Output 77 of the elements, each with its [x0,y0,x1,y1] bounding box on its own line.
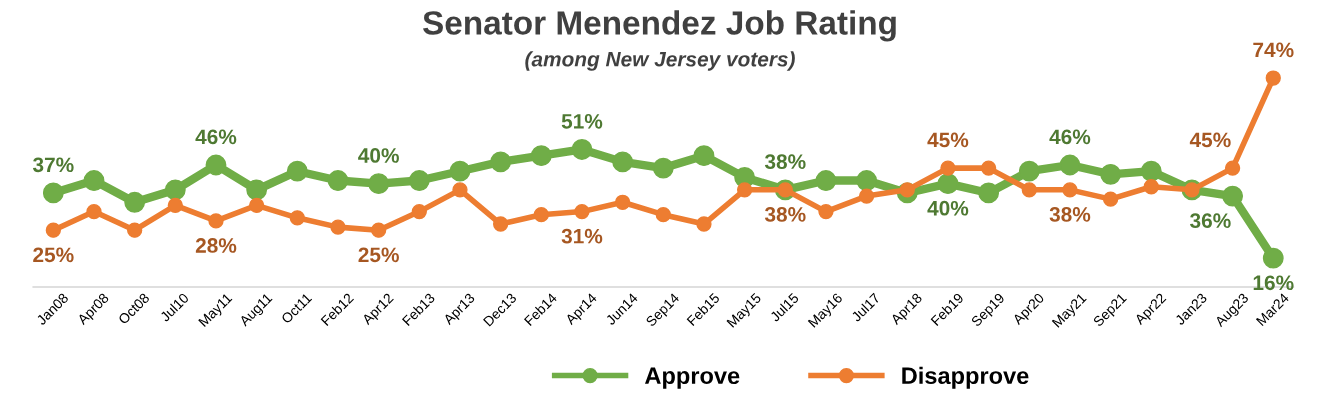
point [693,145,715,167]
chart-title: Senator Menendez Job Rating [422,10,896,42]
legend-label: Disapprove [902,366,1029,389]
data-label: 45% [1189,132,1231,148]
point [533,207,549,223]
point [205,154,227,176]
point [856,170,878,191]
point [1018,160,1040,182]
point [371,222,387,238]
point [452,182,468,198]
data-label: 16% [1253,275,1294,291]
point [1265,70,1281,86]
point [164,179,186,201]
point [937,173,959,195]
point [612,151,634,173]
data-label: 38% [1049,207,1091,222]
point [736,182,753,198]
point [940,160,956,176]
point [246,179,268,201]
point [83,170,105,191]
point [530,145,552,167]
point [1143,179,1159,195]
point [652,157,674,179]
data-label: 28% [195,238,237,253]
point [86,203,102,220]
point [45,222,61,238]
point [411,203,427,220]
data-label: 51% [561,113,603,129]
point [1102,191,1119,207]
point [696,216,712,232]
point [571,139,593,160]
point [493,216,509,232]
point [449,160,471,182]
point [818,203,834,220]
chart-subtitle: (among New Jersey voters) [525,51,795,71]
point [858,188,875,204]
point [208,213,224,229]
point [249,197,265,214]
point [978,182,1000,204]
point [167,197,183,214]
point [42,182,64,204]
point [980,160,997,176]
point [655,207,671,223]
point [368,173,390,195]
data-label: 40% [927,200,969,216]
data-label: 46% [195,129,237,145]
data-label: 40% [358,148,399,163]
point [286,160,308,182]
data-label: 36% [1190,213,1231,229]
data-label: 25% [358,247,399,263]
point [330,219,346,235]
point [408,170,430,191]
legend-label: Approve [644,367,740,389]
data-label: 46% [1049,129,1091,145]
data-label: 37% [32,157,74,173]
data-label: 38% [764,154,806,170]
data-label: 31% [561,228,603,244]
point [1262,247,1284,269]
data-label: 74% [1253,42,1294,58]
point [815,170,837,191]
point [1140,160,1162,182]
point [1062,182,1078,198]
point [1222,185,1244,207]
point [327,170,349,191]
data-label: 45% [927,132,969,148]
point [289,210,305,226]
point [1224,160,1241,176]
data-label: 25% [33,247,74,263]
point [490,151,512,173]
point [1059,154,1081,176]
point [614,194,631,210]
point [127,222,143,238]
data-label: 38% [764,207,806,222]
point [574,203,590,220]
point [124,191,146,213]
point [1021,182,1037,198]
point [1100,163,1122,185]
